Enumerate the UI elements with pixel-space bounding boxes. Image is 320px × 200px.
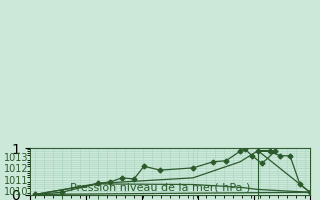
Text: Pression niveau de la mer( hPa ): Pression niveau de la mer( hPa ) <box>70 182 250 192</box>
